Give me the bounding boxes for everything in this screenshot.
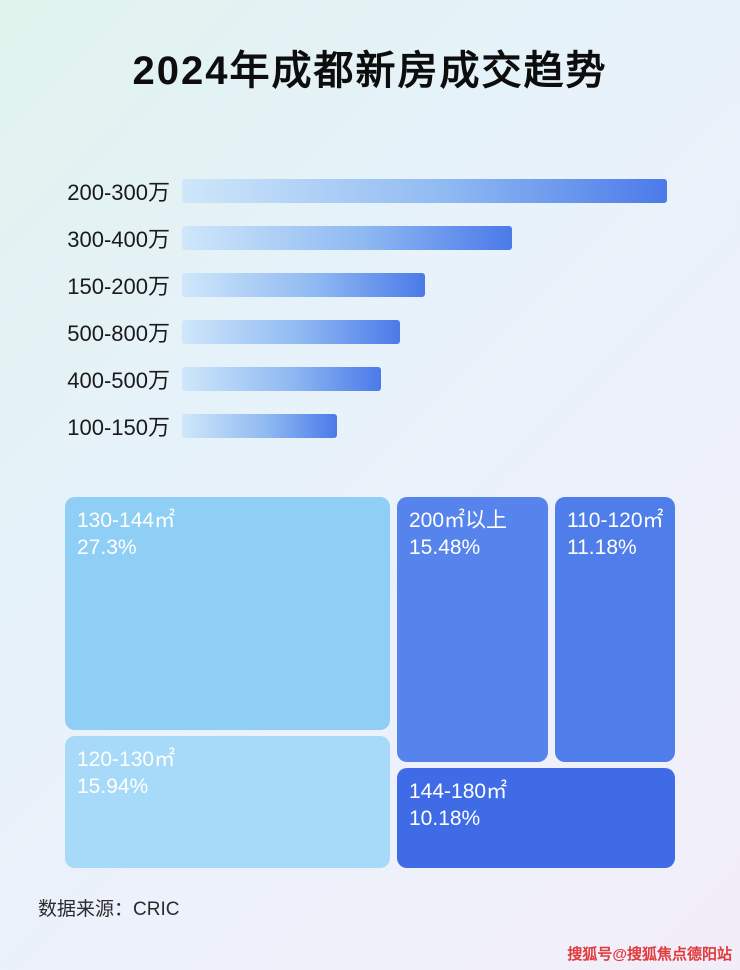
bar-track: [182, 179, 710, 203]
treemap-block-value: 15.94%: [77, 775, 149, 799]
treemap-block-value: 11.18%: [567, 536, 637, 560]
bar: [182, 179, 667, 203]
bar-row: 200-300万: [30, 176, 710, 206]
bar-row: 300-400万: [30, 223, 710, 253]
bar-category-label: 300-400万: [67, 227, 170, 252]
bar-category-label: 400-500万: [67, 368, 170, 393]
treemap-block: 200㎡以上 15.48%: [397, 497, 548, 762]
bar-row: 500-800万: [30, 317, 710, 347]
bar-row: 400-500万: [30, 364, 710, 394]
bar: [182, 273, 425, 297]
treemap-block: 120-130㎡ 15.94%: [65, 736, 390, 868]
bar: [182, 226, 512, 250]
bar-track: [182, 320, 710, 344]
watermark-text: 搜狐号@搜狐焦点德阳站: [567, 946, 732, 963]
bar-track: [182, 367, 710, 391]
bar-category-label: 100-150万: [67, 415, 170, 440]
treemap-block-value: 10.18%: [409, 807, 481, 831]
treemap-block-value: 15.48%: [409, 536, 481, 560]
bar-track: [182, 226, 710, 250]
bar-category-label: 150-200万: [67, 274, 170, 299]
treemap-block-label: 130-144㎡: [77, 509, 176, 532]
bar: [182, 414, 337, 438]
bar-category-label: 200-300万: [67, 180, 170, 205]
bar-row: 100-150万: [30, 411, 710, 441]
treemap-block: 130-144㎡ 27.3%: [65, 497, 390, 730]
treemap-block-value: 27.3%: [77, 536, 137, 560]
treemap-block: 110-120㎡ 11.18%: [555, 497, 675, 762]
treemap-block-label: 120-130㎡: [77, 748, 176, 771]
treemap-block-label: 144-180㎡: [409, 780, 508, 803]
data-source-label: 数据来源：CRIC: [38, 899, 180, 920]
area-share-treemap: 130-144㎡ 27.3% 120-130㎡ 15.94% 200㎡以上 15.48% 1…: [65, 497, 675, 868]
price-range-bar-chart: 200-300万 300-400万 150-200万 500-800万 400-500万…: [30, 176, 710, 458]
treemap-block-label: 110-120㎡: [567, 509, 664, 532]
bar-row: 150-200万: [30, 270, 710, 300]
bar: [182, 320, 400, 344]
page-title: 2024年成都新房成交趋势: [132, 49, 608, 93]
bar-track: [182, 414, 710, 438]
bar-category-label: 500-800万: [67, 321, 170, 346]
treemap-block: 144-180㎡ 10.18%: [397, 768, 675, 868]
bar-track: [182, 273, 710, 297]
treemap-block-label: 200㎡以上: [409, 509, 508, 532]
bar: [182, 367, 381, 391]
